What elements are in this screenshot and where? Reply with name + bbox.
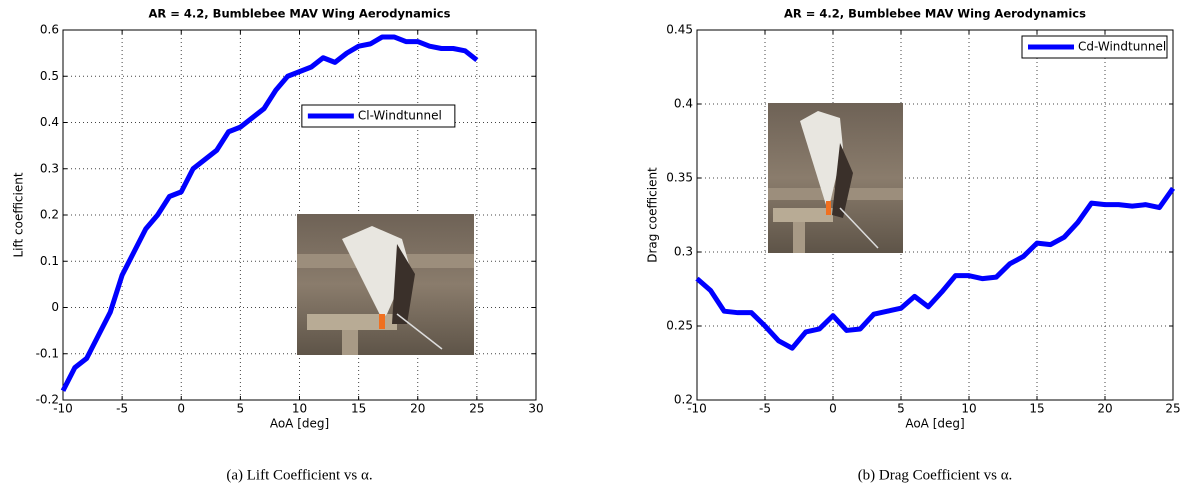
y-tick-label: 0.3 xyxy=(40,161,59,175)
y-tick-label: 0.3 xyxy=(674,245,693,259)
y-tick-label: 0.4 xyxy=(674,97,693,111)
caption: (b) Drag Coefficient vs α. xyxy=(858,467,1013,483)
legend-label: Cd-Windtunnel xyxy=(1078,40,1166,54)
data-line xyxy=(60,34,479,392)
caption: (a) Lift Coefficient vs α. xyxy=(226,467,372,483)
chart-title: AR = 4.2, Bumblebee MAV Wing Aerodynamic… xyxy=(784,7,1086,21)
chart-title: AR = 4.2, Bumblebee MAV Wing Aerodynamic… xyxy=(149,7,451,21)
x-tick-label: 30 xyxy=(528,402,543,416)
data-line xyxy=(695,186,1176,351)
y-tick-label: 0.35 xyxy=(666,171,693,185)
y-tick-label: 0.2 xyxy=(674,393,693,407)
x-tick-label: -10 xyxy=(53,402,73,416)
x-tick-label: 5 xyxy=(897,402,905,416)
y-tick-label: 0.45 xyxy=(666,23,693,37)
x-tick-label: 25 xyxy=(469,402,484,416)
y-tick-label: 0.2 xyxy=(40,208,59,222)
x-tick-label: 20 xyxy=(1097,402,1112,416)
legend-box xyxy=(301,104,456,128)
inset-photo xyxy=(768,103,903,253)
y-axis-label: Lift coefficient xyxy=(12,172,26,257)
y-tick-label: 0.5 xyxy=(40,69,59,83)
x-tick-label: 0 xyxy=(177,402,185,416)
x-tick-label: 10 xyxy=(961,402,976,416)
y-tick-label: 0 xyxy=(51,300,59,314)
y-tick-label: -0.1 xyxy=(36,346,59,360)
axes-frame xyxy=(696,29,1174,401)
x-tick-label: -5 xyxy=(759,402,771,416)
legend-box xyxy=(1021,35,1168,59)
x-tick-label: 25 xyxy=(1165,402,1180,416)
chart: -0.2 -0.1 0 0.1 0.2 0.3 0.4 0.5 0.6 -10 -5 0 5 10 15 20… xyxy=(12,7,544,484)
axes-frame xyxy=(62,29,537,401)
x-tick-label: 20 xyxy=(410,402,425,416)
x-tick-label: 0 xyxy=(829,402,837,416)
y-tick-label: 0.4 xyxy=(40,115,59,129)
legend-label: Cl-Windtunnel xyxy=(358,109,442,123)
x-tick-label: 15 xyxy=(351,402,366,416)
x-axis-label: AoA [deg] xyxy=(270,417,329,431)
x-tick-label: -5 xyxy=(116,402,128,416)
x-axis-label: AoA [deg] xyxy=(905,417,964,431)
y-tick-label: 0.6 xyxy=(40,23,59,37)
y-axis-label: Drag coefficient xyxy=(646,167,660,263)
y-tick-label: -0.2 xyxy=(36,393,59,407)
x-tick-label: 5 xyxy=(237,402,245,416)
inset-photo xyxy=(297,214,474,355)
x-tick-label: -10 xyxy=(687,402,707,416)
y-tick-label: 0.25 xyxy=(666,319,693,333)
y-tick-label: 0.1 xyxy=(40,254,59,268)
x-tick-label: 10 xyxy=(292,402,307,416)
x-tick-label: 15 xyxy=(1029,402,1044,416)
chart: 0.2 0.25 0.3 0.35 0.4 0.45 -10 -5 0 5 10 15 20 25 Cd-… xyxy=(646,7,1181,484)
